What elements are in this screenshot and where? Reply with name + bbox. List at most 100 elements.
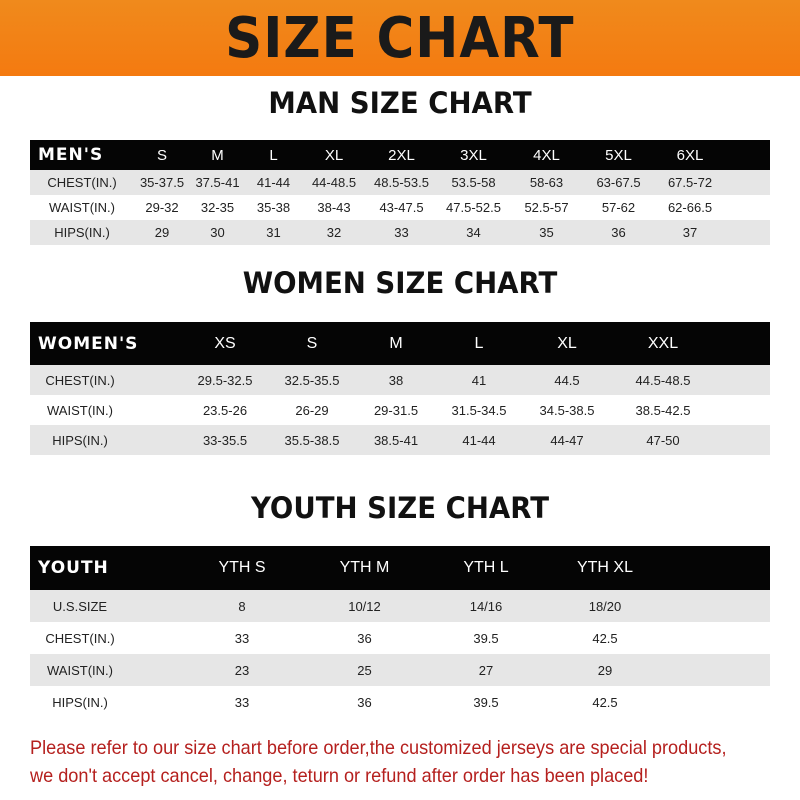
table-header-row: YOUTH YTH S YTH M YTH L YTH XL	[30, 546, 770, 590]
cell: 33	[234, 630, 250, 646]
cell: 47.5-52.5	[446, 200, 501, 215]
cell: 29	[597, 662, 613, 678]
row-label: U.S.SIZE	[52, 598, 108, 614]
cell: S	[306, 334, 318, 352]
table-row: CHEST(IN.) 33 36 39.5 42.5	[30, 622, 770, 654]
cell: 29-32	[145, 200, 179, 215]
cell: 37.5-41	[195, 175, 240, 190]
cell: 35-38	[256, 200, 291, 215]
cell: M	[211, 146, 224, 164]
table-row: WAIST(IN.) 23.5-26 26-29 29-31.5 31.5-34.5 34…	[30, 395, 770, 425]
cell: 38.5-42.5	[635, 402, 691, 418]
cell: 41-44	[462, 432, 496, 448]
men-section-title: MAN SIZE CHART	[268, 86, 532, 120]
cell: 33	[394, 225, 409, 240]
table-row: HIPS(IN.) 29 30 31 32 33 34 35 36 37	[30, 220, 770, 245]
cell: 38	[388, 372, 404, 388]
cell: 32.5-35.5	[284, 372, 340, 388]
cell: 23.5-26	[202, 402, 248, 418]
cell: 53.5-58	[451, 175, 496, 190]
cell: 38.5-41	[373, 432, 419, 448]
cell: 44-48.5	[311, 175, 357, 190]
cell: 36	[611, 225, 626, 240]
cell: 8	[238, 598, 246, 614]
cell: 27	[478, 662, 494, 678]
cell: 44.5-48.5	[635, 372, 691, 388]
page-title: SIZE CHART	[225, 5, 575, 71]
cell: YTH XL	[576, 559, 633, 576]
cell: S	[156, 146, 167, 164]
row-label: CHEST(IN.)	[45, 630, 115, 646]
table-row: CHEST(IN.) 35-37.5 37.5-41 41-44 44-48.5 48.5…	[30, 170, 770, 195]
cell: 32-35	[200, 200, 235, 215]
cell: XL	[557, 334, 577, 352]
cell: 14/16	[469, 598, 503, 614]
cell: XL	[324, 146, 344, 164]
notice-text: Please refer to our size chart before or…	[30, 734, 737, 790]
row-label: CHEST(IN.)	[45, 372, 115, 388]
cell: YTH L	[463, 559, 509, 576]
cell: 29	[154, 225, 170, 240]
cell: 41-44	[256, 175, 291, 190]
cell: 30	[210, 225, 225, 240]
cell: 36	[357, 694, 372, 710]
cell: 29.5-32.5	[197, 372, 253, 388]
row-label: HIPS(IN.)	[52, 432, 108, 448]
row-label: YOUTH	[38, 558, 109, 578]
cell: 38-43	[317, 200, 351, 215]
cell: 41	[471, 372, 487, 388]
cell: 58-63	[529, 175, 564, 190]
cell: 35	[539, 225, 554, 240]
cell: 52.5-57	[524, 200, 569, 215]
men-size-table: MEN'S S M L XL 2XL 3XL 4XL 5XL 6XL CHEST(IN.) 35-37…	[30, 140, 770, 245]
notice-line: we don't accept cancel, change, teturn o…	[30, 765, 649, 787]
women-size-table: WOMEN'S XS S M L XL XXL CHEST(IN.) 29.5-32.5 32.5…	[30, 322, 770, 455]
cell: 4XL	[533, 146, 560, 164]
cell: 18/20	[588, 598, 622, 614]
cell: XS	[214, 334, 236, 352]
cell: 29-31.5	[373, 402, 419, 418]
table-header-row: WOMEN'S XS S M L XL XXL	[30, 322, 770, 365]
youth-section-title: YOUTH SIZE CHART	[250, 491, 550, 525]
cell: 6XL	[676, 146, 704, 164]
cell: 39.5	[473, 630, 499, 646]
cell: 42.5	[592, 630, 618, 646]
cell: 33	[234, 694, 250, 710]
cell: YTH S	[218, 559, 266, 576]
cell: 67.5-72	[667, 175, 713, 190]
table-row: U.S.SIZE 8 10/12 14/16 18/20	[30, 590, 770, 622]
table-row: CHEST(IN.) 29.5-32.5 32.5-35.5 38 41 44.5 44.5…	[30, 365, 770, 395]
row-label: WAIST(IN.)	[47, 402, 113, 418]
cell: L	[474, 334, 484, 352]
notice-line: Please refer to our size chart before or…	[30, 737, 727, 759]
cell: 48.5-53.5	[374, 175, 429, 190]
cell: L	[269, 146, 278, 164]
cell: 33-35.5	[202, 432, 248, 448]
row-label: HIPS(IN.)	[52, 694, 108, 710]
cell: 31	[266, 225, 281, 240]
cell: M	[389, 334, 403, 352]
cell: 47-50	[646, 432, 680, 448]
row-label: MEN'S	[38, 145, 104, 165]
cell: 25	[357, 662, 372, 678]
cell: 44.5	[554, 372, 580, 388]
cell: 5XL	[605, 146, 632, 164]
cell: 37	[682, 225, 698, 240]
cell: 23	[234, 662, 250, 678]
cell: 36	[357, 630, 372, 646]
cell: 34.5-38.5	[539, 402, 595, 418]
cell: 2XL	[388, 146, 415, 164]
cell: 63-67.5	[596, 175, 641, 190]
cell: 57-62	[601, 200, 636, 215]
row-label: WAIST(IN.)	[47, 662, 113, 678]
table-row: HIPS(IN.) 33 36 39.5 42.5	[30, 686, 770, 718]
cell: XXL	[647, 334, 679, 352]
row-label: HIPS(IN.)	[54, 225, 110, 240]
women-section-title: WOMEN SIZE CHART	[242, 266, 558, 300]
cell: 34	[466, 225, 481, 240]
youth-size-table: YOUTH YTH S YTH M YTH L YTH XL U.S.SIZE 8 10/12…	[30, 546, 770, 718]
cell: 62-66.5	[667, 200, 713, 215]
title-banner: SIZE CHART	[0, 0, 800, 76]
table-row: WAIST(IN.) 23 25 27 29	[30, 654, 770, 686]
cell: 10/12	[348, 598, 381, 614]
